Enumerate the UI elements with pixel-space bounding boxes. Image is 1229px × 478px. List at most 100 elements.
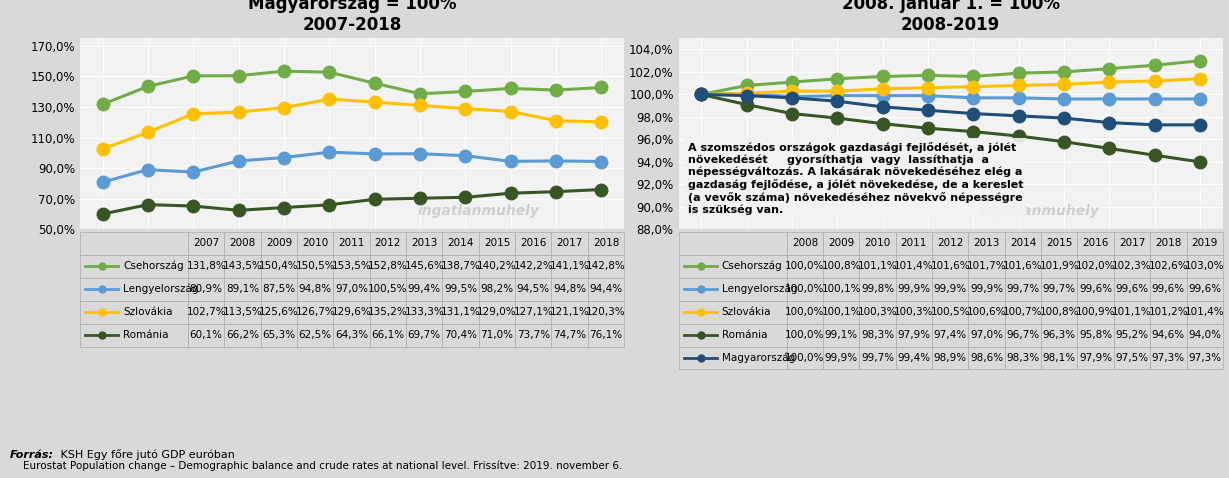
- Text: 94,5%: 94,5%: [516, 284, 549, 294]
- Text: 101,9%: 101,9%: [1040, 261, 1079, 271]
- Text: 100,5%: 100,5%: [930, 307, 970, 317]
- Text: 125,6%: 125,6%: [259, 307, 299, 317]
- Text: 98,1%: 98,1%: [1042, 353, 1075, 363]
- Text: Románia: Románia: [123, 330, 168, 340]
- Text: 141,1%: 141,1%: [549, 261, 590, 271]
- Text: 100,0%: 100,0%: [785, 284, 825, 294]
- Text: 133,3%: 133,3%: [404, 307, 444, 317]
- Text: 2017: 2017: [1118, 239, 1145, 248]
- Text: 153,5%: 153,5%: [332, 261, 371, 271]
- Text: 101,6%: 101,6%: [1003, 261, 1042, 271]
- Text: 121,1%: 121,1%: [549, 307, 590, 317]
- Text: 99,6%: 99,6%: [1116, 284, 1149, 294]
- Text: 143,5%: 143,5%: [222, 261, 263, 271]
- Text: 2019: 2019: [1191, 239, 1218, 248]
- Text: 2010: 2010: [302, 239, 328, 248]
- Text: 100,5%: 100,5%: [369, 284, 408, 294]
- Text: 60,1%: 60,1%: [189, 330, 222, 340]
- Text: 66,1%: 66,1%: [371, 330, 404, 340]
- Text: 100,3%: 100,3%: [895, 307, 934, 317]
- Text: 100,0%: 100,0%: [785, 307, 825, 317]
- Text: 73,7%: 73,7%: [516, 330, 549, 340]
- Text: 100,8%: 100,8%: [821, 261, 862, 271]
- Text: 100,0%: 100,0%: [785, 353, 825, 363]
- Text: 101,1%: 101,1%: [858, 261, 897, 271]
- Text: 94,6%: 94,6%: [1152, 330, 1185, 340]
- Text: 2013: 2013: [973, 239, 1000, 248]
- Text: 2007: 2007: [193, 239, 219, 248]
- Text: 97,9%: 97,9%: [897, 330, 930, 340]
- Text: ingatlanmuhely: ingatlanmuhely: [978, 204, 1100, 218]
- Text: 2014: 2014: [447, 239, 474, 248]
- Text: Szlovákia: Szlovákia: [123, 307, 172, 317]
- Title: Egy főre jutó GDP, EUR
Magyarország = 100%
2007-2018: Egy főre jutó GDP, EUR Magyarország = 10…: [246, 0, 458, 34]
- Text: 100,6%: 100,6%: [967, 307, 1007, 317]
- Text: 2008: 2008: [230, 239, 256, 248]
- Text: 99,6%: 99,6%: [1079, 284, 1112, 294]
- Text: 69,7%: 69,7%: [408, 330, 441, 340]
- Text: ingatlanmuhely: ingatlanmuhely: [418, 204, 540, 218]
- Text: 2018: 2018: [1155, 239, 1181, 248]
- Text: 100,7%: 100,7%: [1003, 307, 1042, 317]
- Text: 96,7%: 96,7%: [1007, 330, 1040, 340]
- Text: A szomszédos országok gazdasági fejlődését, a jólét
növekedését     gyorsíthatja: A szomszédos országok gazdasági fejlődés…: [688, 141, 1024, 215]
- Text: Eurostat Population change – Demographic balance and crude rates at national lev: Eurostat Population change – Demographic…: [10, 460, 622, 471]
- Text: 113,5%: 113,5%: [222, 307, 263, 317]
- Text: 97,3%: 97,3%: [1152, 353, 1185, 363]
- Text: 98,2%: 98,2%: [481, 284, 514, 294]
- Text: Forrás:: Forrás:: [10, 450, 54, 460]
- Text: 99,6%: 99,6%: [1188, 284, 1222, 294]
- Text: 74,7%: 74,7%: [553, 330, 586, 340]
- Text: 2015: 2015: [484, 239, 510, 248]
- Text: 103,0%: 103,0%: [1185, 261, 1224, 271]
- Title: Népességváltozás
2008. január 1. = 100%
2008-2019: Népességváltozás 2008. január 1. = 100% …: [842, 0, 1059, 34]
- Text: 100,0%: 100,0%: [785, 261, 825, 271]
- Text: 150,4%: 150,4%: [259, 261, 299, 271]
- Text: 99,1%: 99,1%: [825, 330, 858, 340]
- Text: 150,5%: 150,5%: [295, 261, 336, 271]
- Text: 135,2%: 135,2%: [367, 307, 408, 317]
- Text: 2011: 2011: [901, 239, 927, 248]
- Text: 97,4%: 97,4%: [934, 330, 967, 340]
- Text: 99,4%: 99,4%: [408, 284, 441, 294]
- Text: 99,4%: 99,4%: [897, 353, 930, 363]
- Text: 101,6%: 101,6%: [930, 261, 970, 271]
- Text: 102,0%: 102,0%: [1075, 261, 1116, 271]
- Text: 99,7%: 99,7%: [1042, 284, 1075, 294]
- Text: 99,7%: 99,7%: [1007, 284, 1040, 294]
- Text: Csehország: Csehország: [721, 261, 782, 272]
- Text: Csehország: Csehország: [123, 261, 183, 272]
- Text: 98,9%: 98,9%: [934, 353, 967, 363]
- Text: 62,5%: 62,5%: [299, 330, 332, 340]
- Text: 95,8%: 95,8%: [1079, 330, 1112, 340]
- Text: 64,3%: 64,3%: [336, 330, 369, 340]
- Text: Románia: Románia: [721, 330, 767, 340]
- Text: 129,0%: 129,0%: [477, 307, 516, 317]
- Text: 2012: 2012: [936, 239, 964, 248]
- Text: 102,7%: 102,7%: [187, 307, 226, 317]
- Text: 2016: 2016: [1083, 239, 1109, 248]
- Text: 97,9%: 97,9%: [1079, 353, 1112, 363]
- Text: 2016: 2016: [520, 239, 547, 248]
- Text: 99,7%: 99,7%: [862, 353, 895, 363]
- Text: 145,6%: 145,6%: [404, 261, 444, 271]
- Text: 101,4%: 101,4%: [895, 261, 934, 271]
- Text: 2012: 2012: [375, 239, 401, 248]
- Text: 131,8%: 131,8%: [187, 261, 226, 271]
- Text: 2009: 2009: [828, 239, 854, 248]
- Text: 100,9%: 100,9%: [1075, 307, 1116, 317]
- Text: 97,3%: 97,3%: [1188, 353, 1222, 363]
- Text: 94,8%: 94,8%: [299, 284, 332, 294]
- Text: 2017: 2017: [557, 239, 583, 248]
- Text: 142,8%: 142,8%: [586, 261, 626, 271]
- Text: Lengyelország: Lengyelország: [123, 284, 198, 294]
- Text: 66,2%: 66,2%: [226, 330, 259, 340]
- Text: 101,1%: 101,1%: [1112, 307, 1152, 317]
- Text: 101,2%: 101,2%: [1149, 307, 1188, 317]
- Text: 98,6%: 98,6%: [970, 353, 1003, 363]
- Text: 2015: 2015: [1046, 239, 1073, 248]
- Text: 98,3%: 98,3%: [862, 330, 895, 340]
- Text: 120,3%: 120,3%: [586, 307, 626, 317]
- Text: KSH Egy főre jutó GDP euróban: KSH Egy főre jutó GDP euróban: [57, 449, 235, 460]
- Text: 96,3%: 96,3%: [1042, 330, 1075, 340]
